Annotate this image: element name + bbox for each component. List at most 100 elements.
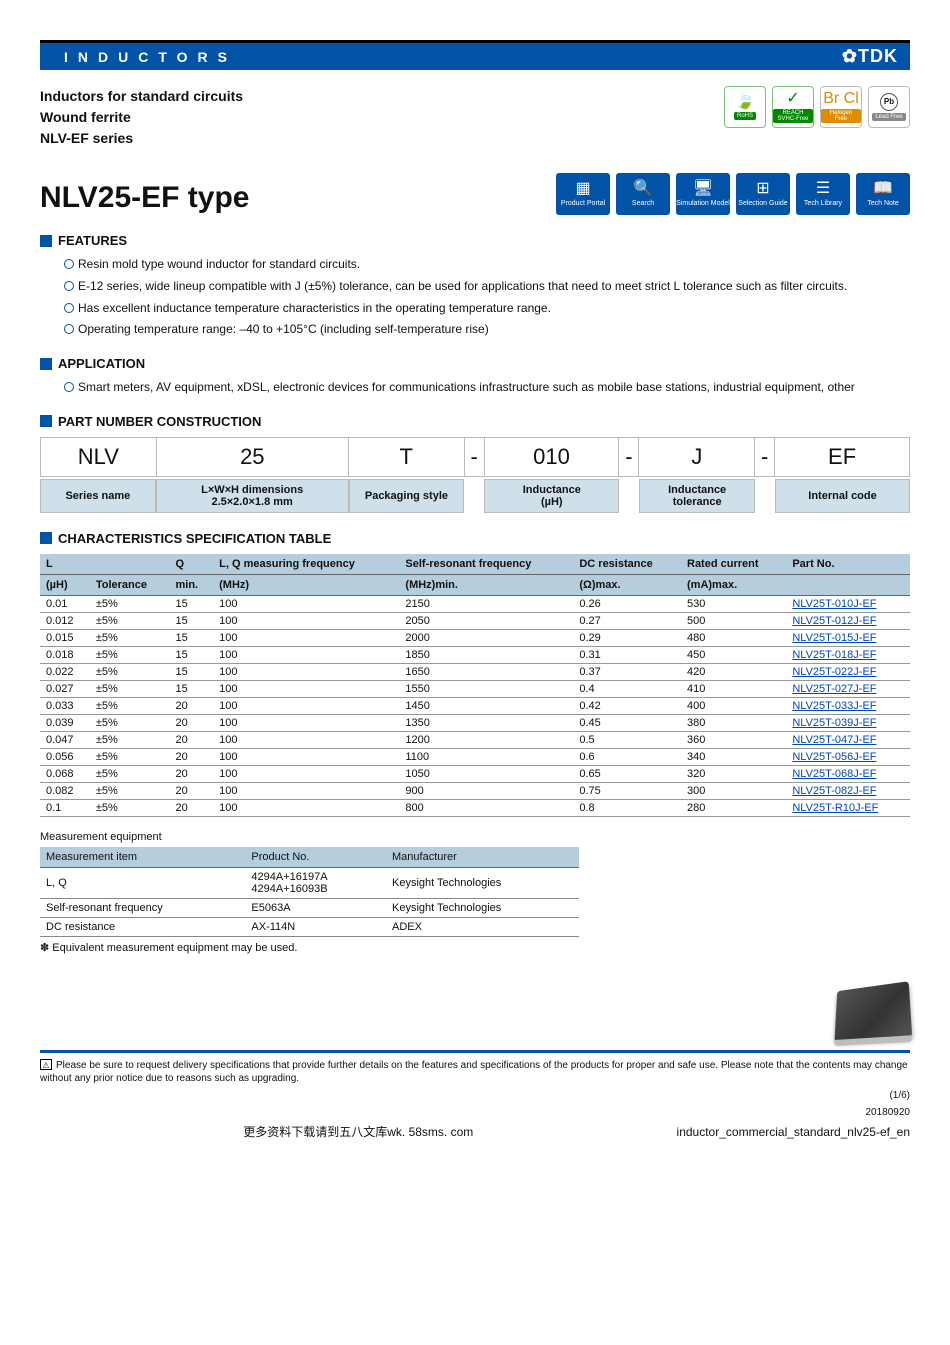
table-cell: 0.75 (573, 782, 681, 799)
part-link[interactable]: NLV25T-027J-EF (792, 683, 876, 695)
tile-tech-library[interactable]: ☰Tech Library (796, 173, 850, 215)
title-row: NLV25-EF type ▦Product Portal 🔍Search 🖥S… (40, 173, 910, 215)
table-cell: NLV25T-015J-EF (786, 629, 910, 646)
pnc-heading: PART NUMBER CONSTRUCTION (40, 414, 910, 429)
feature-item: Resin mold type wound inductor for stand… (64, 256, 910, 273)
part-number-construction: NLV 25 T - 010 - J - EF Series name L×W×… (40, 437, 910, 513)
part-link[interactable]: NLV25T-018J-EF (792, 649, 876, 661)
table-cell: 1050 (399, 765, 573, 782)
table-cell: ±5% (90, 612, 170, 629)
table-cell: 15 (169, 663, 213, 680)
table-cell: NLV25T-018J-EF (786, 646, 910, 663)
rohs-badge: 🍃RoHS (724, 86, 766, 128)
table-cell: 320 (681, 765, 786, 782)
table-cell: 0.039 (40, 714, 90, 731)
watermark-text: 更多资料下载请到五八文库wk. 58sms. com inductor_comm… (40, 1125, 910, 1141)
table-cell: 280 (681, 799, 786, 816)
table-cell: NLV25T-R10J-EF (786, 799, 910, 816)
table-cell: NLV25T-068J-EF (786, 765, 910, 782)
spec-th-sub: (Ω)max. (573, 574, 681, 595)
table-cell: 0.018 (40, 646, 90, 663)
subtitle-line: Wound ferrite (40, 107, 243, 128)
table-cell: 20 (169, 748, 213, 765)
spec-th-sub: (µH) (40, 574, 90, 595)
halogen-badge: Br ClHalogen Free (820, 86, 862, 128)
subtitle-row: Inductors for standard circuits Wound fe… (40, 86, 910, 149)
spec-th: Part No. (786, 554, 910, 575)
table-cell: 100 (213, 748, 399, 765)
footer-date: 20180920 (866, 1106, 911, 1119)
pnc-seg: NLV (41, 438, 157, 476)
spec-th: Self-resonant frequency (399, 554, 573, 575)
table-cell: ±5% (90, 629, 170, 646)
table-cell: 20 (169, 697, 213, 714)
tile-simulation[interactable]: 🖥Simulation Model (676, 173, 730, 215)
table-cell: 100 (213, 663, 399, 680)
application-list: Smart meters, AV equipment, xDSL, electr… (40, 379, 910, 396)
doc-id: inductor_commercial_standard_nlv25-ef_en (677, 1125, 910, 1141)
tile-label: Selection Guide (738, 200, 787, 208)
spec-th: Q (169, 554, 213, 575)
part-link[interactable]: NLV25T-047J-EF (792, 734, 876, 746)
page-indicator: (1/6) (889, 1089, 910, 1102)
spec-th-sub: (MHz)min. (399, 574, 573, 595)
tile-tech-note[interactable]: 📖Tech Note (856, 173, 910, 215)
part-link[interactable]: NLV25T-015J-EF (792, 632, 876, 644)
brand-logo: ✿TDK (842, 46, 910, 67)
table-cell: 500 (681, 612, 786, 629)
header-bar: INDUCTORS ✿TDK (40, 40, 910, 70)
part-link[interactable]: NLV25T-068J-EF (792, 768, 876, 780)
table-cell: 100 (213, 612, 399, 629)
spec-th-sub: min. (169, 574, 213, 595)
table-cell: ±5% (90, 731, 170, 748)
tile-label: Product Portal (561, 200, 605, 208)
part-link[interactable]: NLV25T-010J-EF (792, 598, 876, 610)
table-cell: ±5% (90, 697, 170, 714)
measurement-title: Measurement equipment (40, 831, 910, 843)
check-icon: ✓ (786, 91, 799, 107)
part-link[interactable]: NLV25T-022J-EF (792, 666, 876, 678)
pnc-desc: Series name (40, 479, 156, 513)
reach-badge: ✓REACH SVHC-Free (772, 86, 814, 128)
pnc-seg: J (639, 438, 755, 476)
application-item: Smart meters, AV equipment, xDSL, electr… (64, 379, 910, 396)
table-cell: 380 (681, 714, 786, 731)
badge-label: RoHS (734, 112, 756, 120)
pnc-desc: Inductance (µH) (484, 479, 619, 513)
part-link[interactable]: NLV25T-R10J-EF (792, 802, 878, 814)
table-row: 0.068±5%2010010500.65320NLV25T-068J-EF (40, 765, 910, 782)
part-link[interactable]: NLV25T-039J-EF (792, 717, 876, 729)
tile-selection-guide[interactable]: ⊞Selection Guide (736, 173, 790, 215)
table-row: L, Q4294A+16197A 4294A+16093BKeysight Te… (40, 867, 579, 898)
table-cell: 4294A+16197A 4294A+16093B (245, 867, 386, 898)
table-cell: 300 (681, 782, 786, 799)
table-cell: 0.8 (573, 799, 681, 816)
table-cell: 1450 (399, 697, 573, 714)
measurement-note: ✽ Equivalent measurement equipment may b… (40, 941, 910, 954)
part-link[interactable]: NLV25T-033J-EF (792, 700, 876, 712)
table-cell: 15 (169, 612, 213, 629)
part-link[interactable]: NLV25T-056J-EF (792, 751, 876, 763)
table-cell: ±5% (90, 765, 170, 782)
feature-item: E-12 series, wide lineup compatible with… (64, 278, 910, 295)
table-cell: DC resistance (40, 917, 245, 936)
table-cell: 360 (681, 731, 786, 748)
table-cell: 100 (213, 731, 399, 748)
table-cell: 100 (213, 765, 399, 782)
table-cell: 0.27 (573, 612, 681, 629)
tile-product-portal[interactable]: ▦Product Portal (556, 173, 610, 215)
tile-search[interactable]: 🔍Search (616, 173, 670, 215)
part-link[interactable]: NLV25T-082J-EF (792, 785, 876, 797)
spec-th: L (40, 554, 90, 575)
table-cell: 15 (169, 680, 213, 697)
inductor-chip-icon (834, 981, 912, 1042)
part-link[interactable]: NLV25T-012J-EF (792, 615, 876, 627)
table-cell: 0.4 (573, 680, 681, 697)
pnc-desc: Inductance tolerance (639, 479, 755, 513)
table-cell: 2150 (399, 595, 573, 612)
table-cell: 0.033 (40, 697, 90, 714)
subtitle-line: NLV-EF series (40, 128, 243, 149)
meas-th: Manufacturer (386, 847, 579, 868)
spec-thead: L Q L, Q measuring frequency Self-resona… (40, 554, 910, 596)
table-cell: 100 (213, 799, 399, 816)
